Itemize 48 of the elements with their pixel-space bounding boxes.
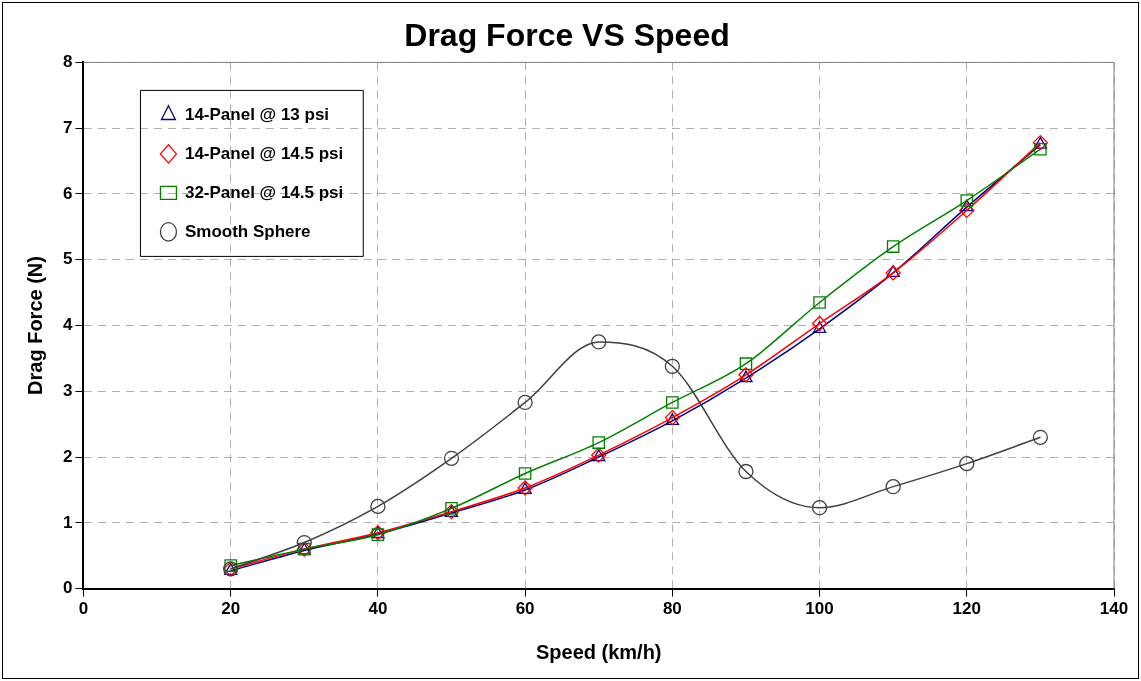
point [296, 534, 312, 551]
x-axis-title: Speed (km/h) [535, 640, 662, 663]
y-tick-label: 6 [62, 183, 73, 203]
point [518, 467, 532, 480]
point [813, 296, 826, 309]
x-tick-label: 60 [515, 599, 535, 619]
y-tick-label: 1 [62, 512, 73, 532]
x-tick-label: 140 [1099, 599, 1129, 619]
point [1032, 429, 1049, 445]
x-tick-label: 80 [662, 599, 682, 619]
legend-label: 14-Panel @ 14.5 psi [184, 143, 344, 163]
y-tick-label: 2 [62, 446, 73, 466]
point [370, 498, 386, 515]
y-axis-title: Drag Force (N) [23, 256, 46, 395]
point [885, 479, 901, 495]
legend-label: Smooth Sphere [184, 221, 311, 241]
x-tick-label: 120 [952, 599, 981, 619]
point [592, 436, 606, 449]
point [811, 315, 828, 332]
legend-label: 32-Panel @ 14.5 psi [184, 182, 344, 202]
point [959, 202, 975, 219]
point [886, 240, 900, 253]
point [738, 463, 754, 480]
y-tick-label: 8 [62, 52, 73, 72]
legend-label: 14-Panel @ 13 psi [184, 104, 330, 124]
y-tick-label: 3 [62, 380, 73, 400]
point [1034, 142, 1047, 156]
point [665, 413, 680, 426]
point [811, 500, 828, 516]
x-tick-label: 40 [368, 599, 388, 619]
point [664, 358, 680, 374]
point [591, 334, 607, 350]
x-tick-label: 20 [221, 599, 241, 619]
y-tick-label: 4 [62, 315, 73, 335]
point [739, 357, 753, 370]
point [443, 450, 460, 467]
point [812, 321, 827, 333]
point [517, 394, 533, 411]
chart-title: Drag Force VS Speed [404, 17, 730, 54]
x-tick-label: 100 [805, 599, 834, 619]
point [959, 455, 975, 472]
point [960, 199, 974, 212]
point [666, 396, 679, 409]
x-tick-label: 0 [78, 599, 89, 619]
y-tick-label: 0 [62, 578, 73, 598]
y-tick-label: 7 [62, 117, 73, 137]
point [960, 194, 974, 207]
y-tick-label: 5 [62, 249, 73, 269]
